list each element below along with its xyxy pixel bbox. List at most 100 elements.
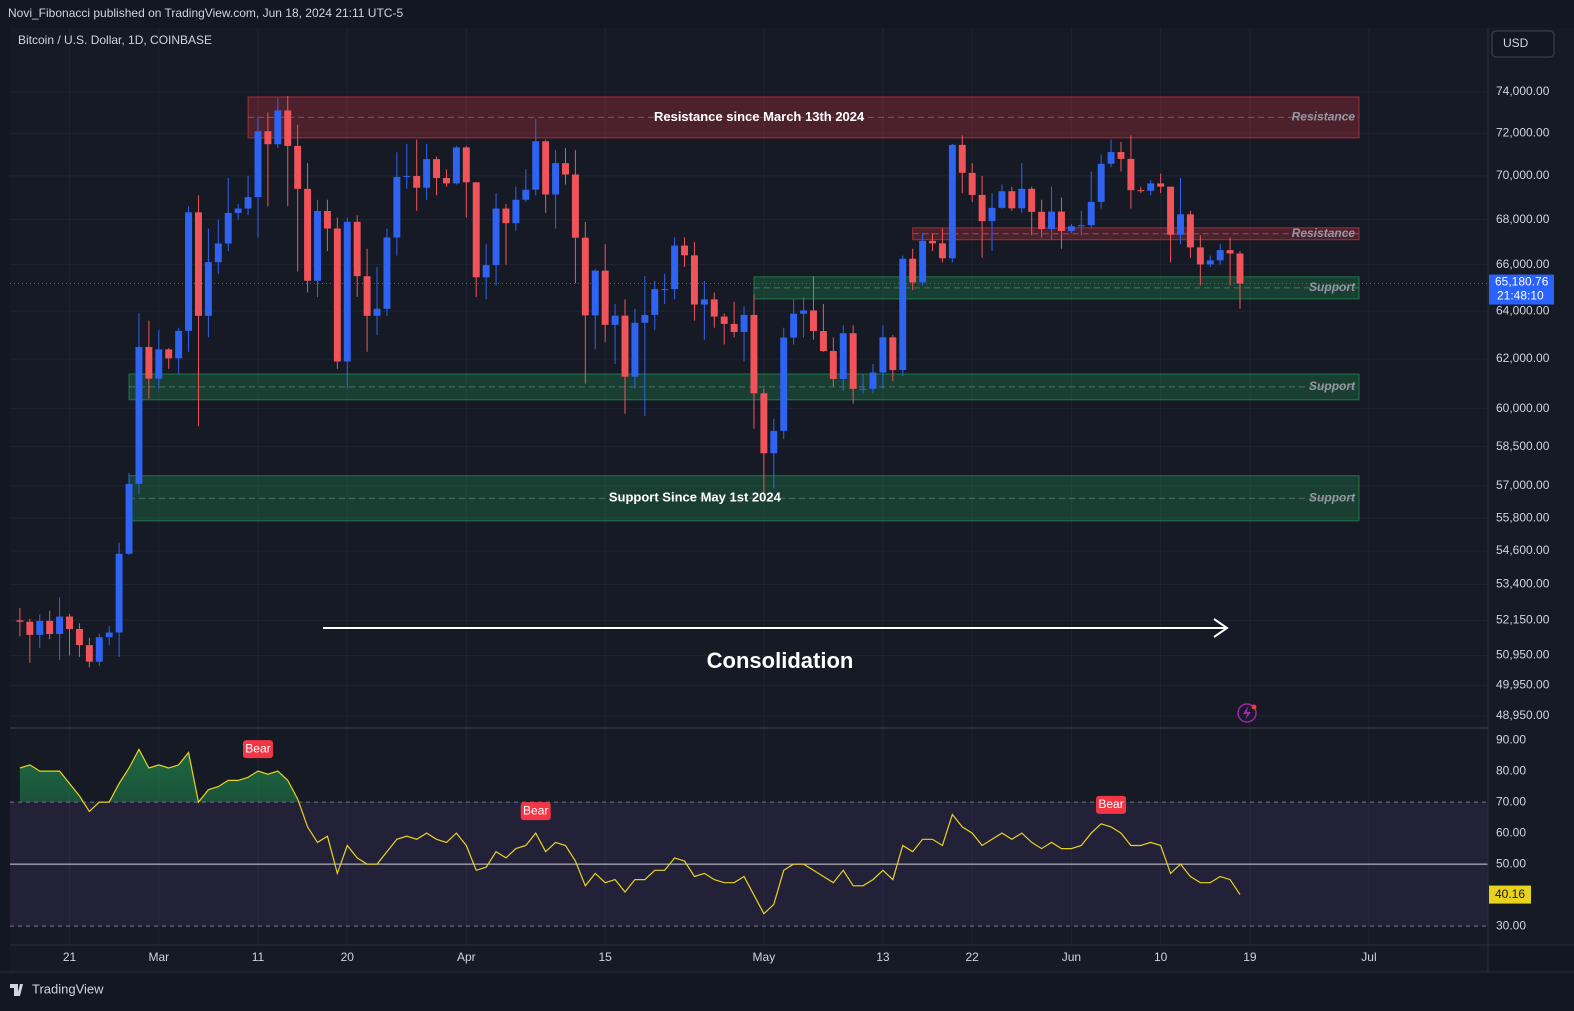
- candle-body: [56, 616, 64, 634]
- zone: [912, 227, 1360, 241]
- y-tick-label: 58,500.00: [1496, 439, 1550, 453]
- zone-side-label: Support: [1309, 490, 1356, 504]
- rsi-value-label: 40.16: [1495, 887, 1525, 901]
- candle-body: [1186, 214, 1194, 248]
- candle-body: [750, 314, 758, 394]
- signal-badge: [242, 740, 273, 759]
- x-tick-label: Mar: [148, 950, 169, 964]
- y-tick-label: 49,950.00: [1496, 678, 1550, 692]
- candle-body: [165, 349, 173, 359]
- rsi-tick-label: 80.00: [1496, 763, 1526, 777]
- candle-body: [1087, 201, 1095, 226]
- x-tick-label: 13: [876, 950, 890, 964]
- candle-body: [819, 331, 827, 352]
- y-tick-label: 54,600.00: [1496, 543, 1550, 557]
- x-tick-label: 19: [1243, 950, 1257, 964]
- candle-body: [1067, 226, 1075, 231]
- candle-body: [730, 323, 738, 333]
- zone-side-label: Resistance: [1292, 226, 1356, 240]
- consolidation-label: Consolidation: [707, 648, 854, 673]
- candle-body: [671, 245, 679, 290]
- y-tick-label: 53,400.00: [1496, 577, 1550, 591]
- y-tick-label: 68,000.00: [1496, 212, 1550, 226]
- marks-layer: [10, 96, 1488, 927]
- candle-body: [690, 255, 698, 305]
- zone: [247, 96, 1360, 139]
- zones-layer: [128, 96, 1360, 522]
- candle-body: [214, 243, 222, 263]
- y-tick-label: 70,000.00: [1496, 168, 1550, 182]
- candle-body: [115, 553, 123, 633]
- candle-body: [790, 313, 798, 338]
- candle-body: [552, 163, 560, 195]
- x-tick-label: 15: [598, 950, 612, 964]
- candle-body: [46, 620, 54, 634]
- candle-body: [462, 147, 470, 183]
- y-tick-label: 74,000.00: [1496, 84, 1550, 98]
- rsi-tick-label: 90.00: [1496, 732, 1526, 746]
- x-tick-label: May: [753, 950, 776, 964]
- signal-label: Bear: [245, 741, 270, 755]
- labels-layer: 21 Mar 11 20 Apr 15 May 13 22 Jun 10 19 Jul 74,000.00…: [63, 84, 1554, 964]
- candle-body: [601, 270, 609, 325]
- x-tick-label: Apr: [457, 950, 476, 964]
- alert-icon[interactable]: [1237, 703, 1257, 723]
- publish-header: Novi_Fibonacci published on TradingView.…: [8, 6, 403, 20]
- candle-body: [353, 221, 361, 277]
- zone-side-label: Support: [1309, 379, 1356, 393]
- x-tick-label: 11: [252, 950, 265, 964]
- y-tick-label: 57,000.00: [1496, 478, 1550, 492]
- candle-body: [294, 145, 302, 189]
- candle-body: [700, 299, 708, 305]
- candle-body: [611, 315, 619, 325]
- currency-button[interactable]: [1491, 30, 1555, 58]
- candle-body: [1117, 152, 1125, 159]
- candle-body: [938, 243, 946, 259]
- candle-body: [958, 144, 966, 173]
- y-tick-label: 60,000.00: [1496, 401, 1550, 415]
- candle-body: [452, 147, 460, 184]
- x-tick-label: Jun: [1062, 950, 1081, 964]
- candle-body: [1008, 191, 1016, 209]
- candle-body: [1038, 211, 1046, 229]
- candle-body: [482, 265, 490, 278]
- candle-body: [661, 289, 669, 291]
- candle-body: [264, 131, 272, 145]
- candle-body: [363, 276, 371, 316]
- candle-body: [343, 221, 351, 362]
- candle-body: [1177, 214, 1184, 235]
- candle-body: [929, 240, 936, 244]
- rsi-tick-label: 50.00: [1496, 856, 1526, 870]
- zone-side-label: Resistance: [1292, 110, 1356, 124]
- time-axis-background: [10, 945, 1488, 972]
- countdown-label: 21:48:10: [1497, 289, 1544, 303]
- candle-body: [800, 310, 808, 314]
- candle-body: [1048, 211, 1056, 229]
- candle-body: [383, 237, 391, 309]
- candle-body: [1157, 183, 1165, 187]
- candle-body: [1028, 188, 1036, 212]
- candle-body: [433, 159, 441, 178]
- y-tick-label: 55,800.00: [1496, 510, 1550, 524]
- candle-body: [75, 629, 83, 646]
- candle-body: [125, 483, 133, 554]
- candle-body: [472, 182, 480, 278]
- symbol-title: Bitcoin / U.S. Dollar, 1D, COINBASE: [18, 33, 212, 47]
- y-tick-label: 52,150.00: [1496, 612, 1550, 626]
- candle-body: [423, 159, 431, 188]
- zone-side-label: Support: [1309, 280, 1356, 294]
- x-tick-label: 22: [966, 950, 980, 964]
- candle-body: [36, 620, 44, 635]
- x-tick-label: 10: [1154, 950, 1168, 964]
- candle-body: [770, 430, 778, 454]
- candle-body: [760, 393, 768, 454]
- candle-body: [998, 191, 1006, 208]
- candle-body: [333, 228, 341, 362]
- currency-label[interactable]: USD: [1503, 36, 1529, 50]
- candle-body: [968, 172, 976, 195]
- candle-body: [175, 330, 183, 359]
- candle-body: [829, 351, 837, 379]
- y-tick-label: 50,950.00: [1496, 648, 1550, 662]
